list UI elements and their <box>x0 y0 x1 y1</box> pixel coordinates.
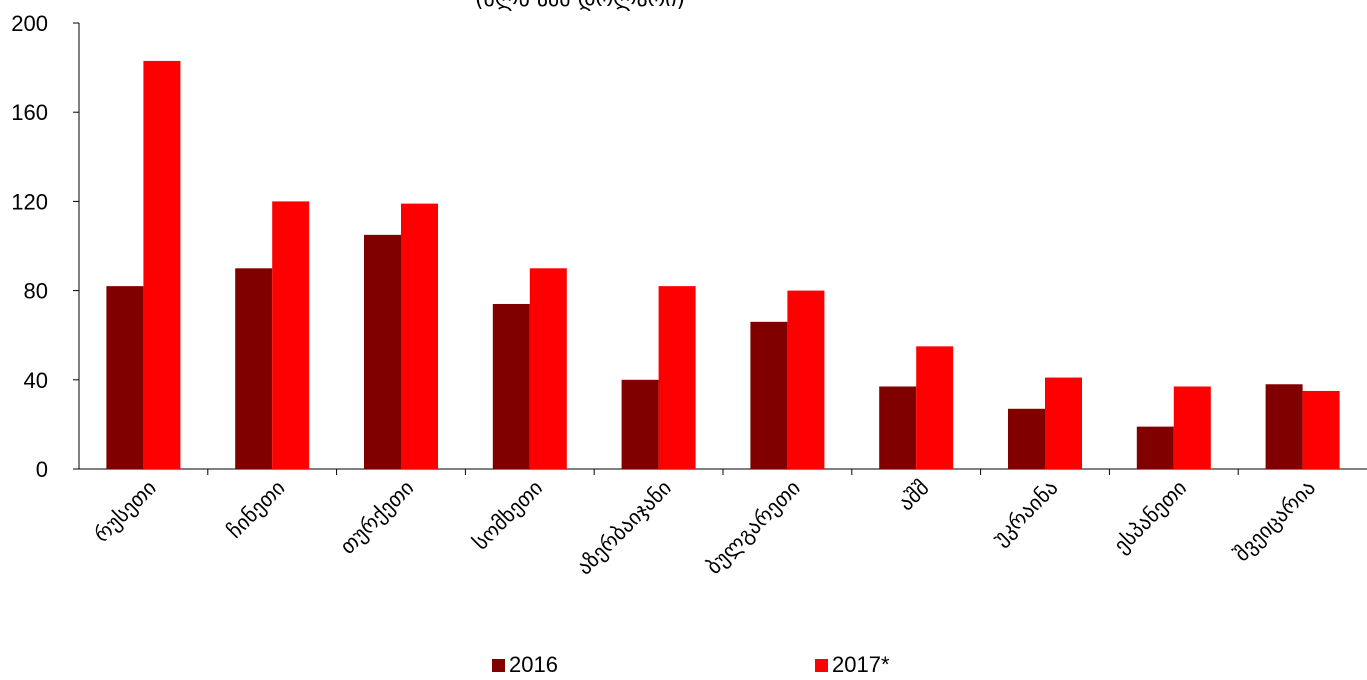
y-tick-label: 40 <box>24 368 48 393</box>
bars-group <box>106 60 1340 469</box>
bar-series-2 <box>916 346 954 469</box>
bar-series-2 <box>401 203 438 469</box>
bar-series-1 <box>879 386 917 469</box>
legend-label-series-2: 2017* <box>832 652 890 677</box>
x-category-label: სომხეთი <box>468 476 547 555</box>
legend-label-series-1: 2016 <box>509 652 558 677</box>
x-category-label: აშშ <box>894 476 934 516</box>
bar-series-2 <box>1173 386 1211 469</box>
x-category-label: აზერბაიჯანი <box>572 476 676 580</box>
chart-title: (მლნ აშშ დოლარი) <box>475 0 685 12</box>
x-category-label: ჩინეთი <box>222 476 289 543</box>
bar-series-2 <box>272 201 310 469</box>
y-axis: 0 40 80 120 160 200 <box>11 11 80 482</box>
bar-series-1 <box>1136 426 1174 469</box>
y-tick-label: 200 <box>11 11 48 36</box>
bar-chart: (მლნ აშშ დოლარი) 0 40 80 120 160 200 რუსეთი ჩი… <box>11 0 1367 580</box>
y-tick-label: 120 <box>11 189 48 214</box>
bar-series-2 <box>658 286 696 469</box>
x-category-label: თურქეთი <box>335 476 418 559</box>
legend-swatch-series-1 <box>492 658 505 672</box>
bar-series-1 <box>1265 384 1303 469</box>
bar-series-1 <box>1008 408 1045 469</box>
bar-series-1 <box>492 303 530 469</box>
bar-series-2 <box>529 268 567 469</box>
bar-series-2 <box>1302 390 1340 469</box>
x-category-label: ბულგარეთი <box>702 476 805 579</box>
bar-series-2 <box>1045 377 1082 469</box>
legend-item-series-1: 2016 <box>492 652 558 678</box>
bar-series-2 <box>143 60 181 469</box>
x-axis <box>79 468 1367 475</box>
bar-series-1 <box>106 286 144 469</box>
legend-swatch-series-2 <box>815 658 828 672</box>
bar-series-1 <box>621 379 659 469</box>
y-tick-label: 160 <box>11 100 48 125</box>
x-category-label: უკრაინა <box>988 476 1063 551</box>
category-labels: რუსეთი ჩინეთი თურქეთი სომხეთი აზერბაიჯანი ბულ… <box>90 476 1321 580</box>
y-tick-label: 80 <box>24 279 48 304</box>
bar-series-2 <box>787 290 825 469</box>
x-category-label: ესპანეთი <box>1109 476 1191 558</box>
bar-series-1 <box>364 234 401 469</box>
bar-series-1 <box>750 321 788 469</box>
bar-series-1 <box>235 268 273 469</box>
legend-item-series-2: 2017* <box>815 652 890 678</box>
y-tick-label: 0 <box>36 457 48 482</box>
x-category-label: შვეიცარია <box>1230 476 1321 567</box>
x-category-label: რუსეთი <box>90 476 161 547</box>
legend: 2016 2017* <box>0 652 1367 678</box>
